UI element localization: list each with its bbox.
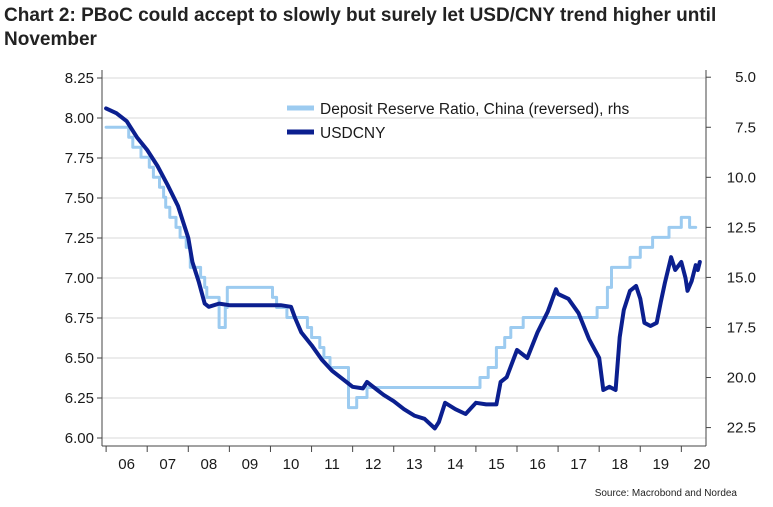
left-tick-label: 6.50 [65, 350, 94, 367]
right-axis: 5.0 7.5 10.0 12.5 15.0 17.5 20.0 22.5 [705, 69, 756, 446]
x-tick-label: 12 [365, 456, 382, 473]
source-note: Source: Macrobond and Nordea [594, 488, 737, 499]
legend-label-rrr: Deposit Reserve Ratio, China (reversed),… [320, 101, 630, 118]
legend: Deposit Reserve Ratio, China (reversed),… [287, 101, 630, 142]
x-tick-label: 07 [159, 456, 176, 473]
x-axis: 06 07 08 09 10 11 12 13 14 15 16 17 18 19 20 [102, 445, 711, 473]
right-tick-label: 5.0 [735, 69, 756, 86]
x-tick-label: 11 [324, 456, 340, 473]
right-tick-label: 22.5 [727, 420, 756, 437]
x-tick-label: 17 [570, 456, 587, 473]
x-tick-label: 20 [694, 456, 711, 473]
x-tick-label: 15 [488, 456, 505, 473]
left-tick-label: 8.25 [65, 70, 94, 87]
left-tick-label: 7.00 [65, 270, 94, 287]
x-tick-label: 14 [447, 456, 464, 473]
right-tick-label: 15.0 [727, 269, 756, 286]
gridlines [102, 77, 706, 439]
x-tick-label: 09 [242, 456, 259, 473]
x-tick-label: 06 [118, 456, 135, 473]
left-tick-label: 6.25 [65, 390, 94, 407]
left-tick-label: 8.00 [65, 110, 94, 127]
series-layer [104, 106, 702, 431]
x-tick-label: 10 [283, 456, 300, 473]
left-tick-label: 6.00 [65, 430, 94, 447]
series-line-usdcny [104, 106, 702, 431]
left-tick-label: 6.75 [65, 310, 94, 327]
series-line-rrr [104, 125, 698, 410]
x-tick-label: 16 [529, 456, 546, 473]
left-tick-label: 7.75 [65, 150, 94, 167]
left-tick-label: 7.25 [65, 230, 94, 247]
left-tick-label: 7.50 [65, 190, 94, 207]
right-tick-label: 12.5 [727, 219, 756, 236]
chart-title: Chart 2: PBoC could accept to slowly but… [4, 5, 717, 50]
right-tick-label: 7.5 [735, 119, 756, 136]
x-tick-label: 08 [200, 456, 217, 473]
legend-label-usdcny: USDCNY [320, 125, 385, 142]
right-tick-label: 20.0 [727, 370, 756, 387]
right-tick-label: 17.5 [727, 319, 756, 336]
x-tick-label: 18 [611, 456, 628, 473]
right-tick-label: 10.0 [727, 169, 756, 186]
x-tick-label: 13 [406, 456, 423, 473]
left-axis: 8.25 8.00 7.75 7.50 7.25 7.00 6.75 6.50 6.25 6.00 [65, 70, 103, 447]
x-tick-label: 19 [652, 456, 669, 473]
